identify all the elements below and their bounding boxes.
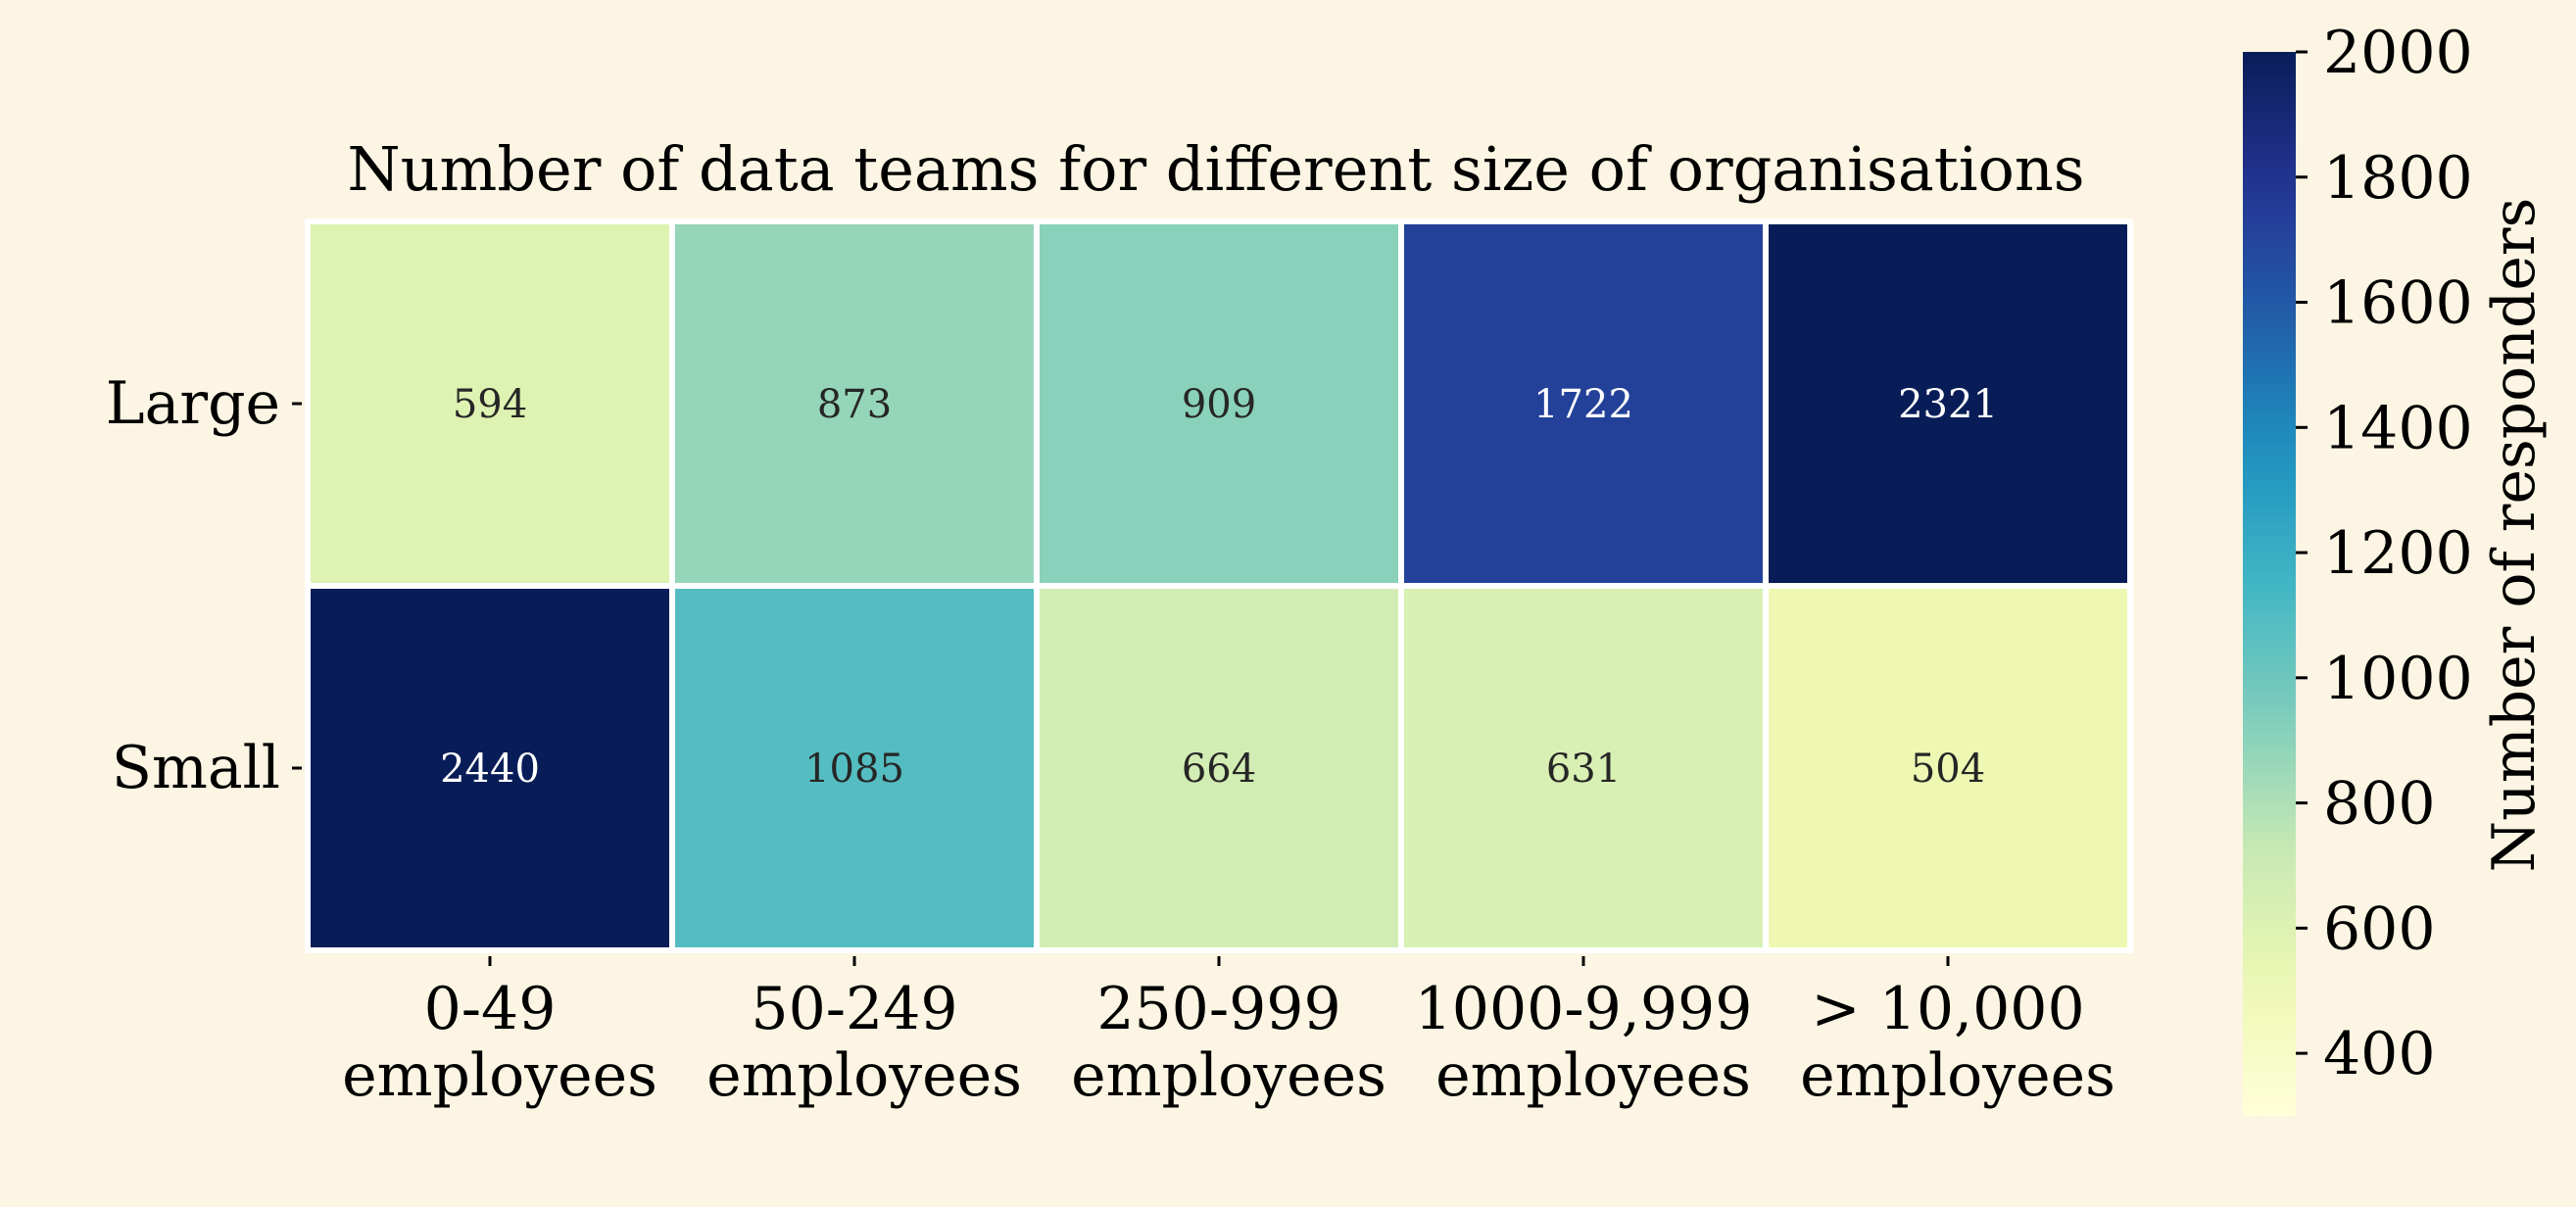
cell-value-label: 909: [1182, 382, 1256, 427]
y-tick-label: Small: [112, 734, 280, 802]
colorbar-tick-label: 800: [2323, 770, 2436, 839]
heatmap-cell-large-0: [311, 224, 669, 583]
colorbar-tick-label: 1600: [2323, 269, 2473, 338]
heatmap-cell-small-1: [675, 589, 1034, 947]
cell-value-label: 2440: [440, 747, 540, 792]
cell-value-label: 1085: [804, 747, 904, 792]
colorbar-tick-label: 1800: [2323, 144, 2473, 213]
heatmap-cell-large-3: [1404, 224, 1763, 583]
colorbar-label: Number of responders: [2480, 198, 2549, 873]
x-tick-label: employees: [1435, 1041, 1751, 1110]
cell-value-label: 873: [817, 382, 892, 427]
x-tick-label: 50-249: [751, 975, 957, 1043]
heatmap-cell-large-4: [1769, 224, 2127, 583]
x-tick-label: 1000-9,999: [1415, 975, 1753, 1043]
colorbar: [2243, 52, 2296, 1116]
colorbar-tick-label: 2000: [2323, 19, 2473, 87]
x-tick-label: 250-999: [1096, 975, 1340, 1043]
x-tick-label: employees: [706, 1041, 1022, 1110]
x-tick-label: > 10,000: [1811, 975, 2084, 1043]
y-tick-label: Large: [106, 369, 280, 438]
heatmap-cell-small-2: [1040, 589, 1398, 947]
heatmap-cell-large-2: [1040, 224, 1398, 583]
colorbar-tick-label: 1200: [2323, 519, 2473, 588]
colorbar-tick-label: 400: [2323, 1020, 2436, 1088]
heatmap-cell-small-4: [1769, 589, 2127, 947]
chart-title: Number of data teams for different size …: [347, 133, 2084, 205]
colorbar-tick-label: 1000: [2323, 645, 2473, 713]
x-tick-label: employees: [1071, 1041, 1386, 1110]
x-tick-label: employees: [1800, 1041, 2115, 1110]
cell-value-label: 2321: [1898, 382, 1998, 427]
cell-value-label: 504: [1911, 747, 1985, 792]
heatmap-cell-small-0: [311, 589, 669, 947]
cell-value-label: 594: [453, 382, 527, 427]
colorbar-tick-label: 600: [2323, 894, 2436, 963]
x-tick-label: 0-49: [424, 975, 557, 1043]
cell-value-label: 1722: [1533, 382, 1633, 427]
heatmap-cell-small-3: [1404, 589, 1763, 947]
x-tick-label: employees: [342, 1041, 657, 1110]
colorbar-tick-label: 1400: [2323, 394, 2473, 462]
cell-value-label: 664: [1182, 747, 1256, 792]
cell-value-label: 631: [1546, 747, 1621, 792]
heatmap-cell-large-1: [675, 224, 1034, 583]
